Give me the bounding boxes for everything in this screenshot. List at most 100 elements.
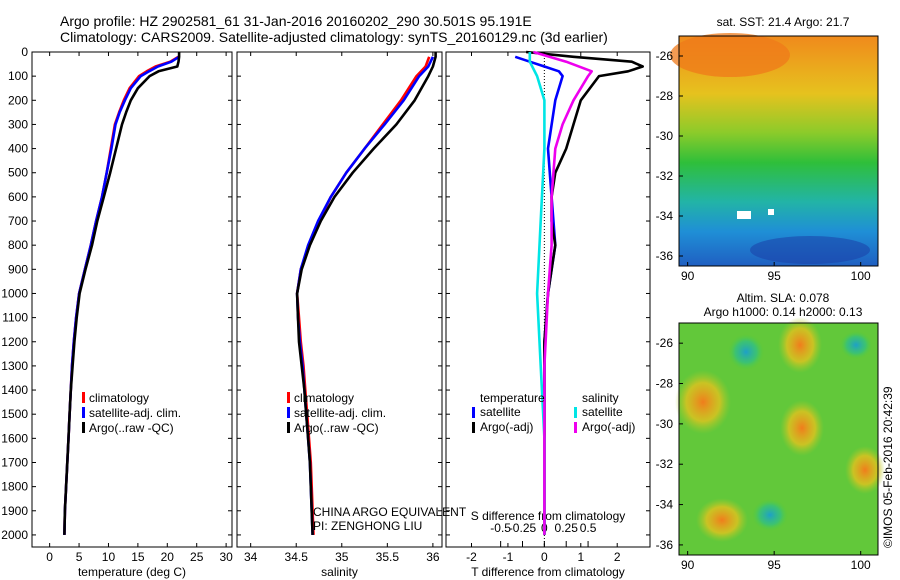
- map-y-tick-label: -30: [656, 129, 674, 143]
- map-x-tick-label: 100: [851, 558, 871, 572]
- map-x-tick-label: 90: [681, 558, 695, 572]
- depth-tick-label: 200: [8, 93, 28, 107]
- sst-cloud-mask: [768, 209, 774, 215]
- salinity-diff-tick-label: 0.5: [580, 521, 597, 535]
- figure-title-line1: Argo profile: HZ 2902581_61 31-Jan-2016 …: [60, 13, 532, 29]
- legend-label: climatology: [89, 391, 149, 405]
- sla-low-patch: [728, 334, 764, 370]
- legend-label: climatology: [294, 391, 354, 405]
- depth-tick-label: 1600: [1, 431, 28, 445]
- legend-label: satellite-adj. clim.: [294, 406, 386, 420]
- depth-tick-label: 700: [8, 214, 28, 228]
- depth-tick-label: 100: [8, 69, 28, 83]
- differences-x-tick-label: 2: [614, 550, 621, 564]
- legend-label: Argo(-adj): [480, 420, 533, 434]
- map-x-tick-label: 95: [767, 558, 781, 572]
- sst-cloud-mask: [737, 211, 751, 219]
- sla-high-patch: [778, 317, 822, 373]
- legend-label: satellite: [582, 405, 623, 419]
- depth-tick-label: 1000: [1, 286, 28, 300]
- institution-line2: PI: ZENGHONG LIU: [313, 519, 422, 533]
- legend-swatch: [82, 392, 85, 403]
- temperature-x-tick-label: 5: [76, 550, 83, 564]
- salinity-panel: 34 34.5 35 35.5 36 salinity climatologysatelli…: [236, 51, 443, 579]
- sla-high-patch: [696, 498, 748, 542]
- difference-panel: -2 -1 0 1 2T difference from climatology -0.5…: [445, 50, 651, 579]
- map-y-tick-label: -36: [656, 249, 674, 263]
- legend-swatch: [82, 407, 85, 418]
- sst-cold-patch: [750, 236, 870, 264]
- sla-map: Altim. SLA: 0.078 Argo h1000: 0.14 h2000…: [656, 291, 885, 572]
- differences-x-tick-label: -1: [503, 550, 514, 564]
- temperature-x-tick-label: 15: [131, 550, 145, 564]
- depth-tick-label: 1900: [1, 504, 28, 518]
- temperature-plot-area: [31, 51, 233, 548]
- sla-map-ticks: 90 95 100 -26 -28 -30 -32 -34 -36: [656, 336, 871, 572]
- temperature-x-axis-label: temperature (deg C): [78, 565, 186, 579]
- salinity-diff-tick-label: -0.5: [490, 521, 511, 535]
- map-x-tick-label: 90: [681, 269, 695, 283]
- legend-label: satellite-adj. clim.: [89, 406, 181, 420]
- legend-label: satellite: [480, 405, 521, 419]
- depth-tick-label: 400: [8, 142, 28, 156]
- map-y-tick-label: -26: [656, 336, 674, 350]
- depth-tick-label: 1700: [1, 455, 28, 469]
- map-y-tick-label: -32: [656, 169, 674, 183]
- sla-high-patch: [780, 400, 824, 456]
- differences-x-tick-label: 0: [541, 550, 548, 564]
- sla-high-patch: [675, 370, 731, 434]
- institution-line1: CHINA ARGO EQUIVALENT: [313, 505, 467, 519]
- legend-swatch: [82, 422, 85, 433]
- map-y-tick-label: -32: [656, 457, 674, 471]
- legend-swatch: [574, 422, 577, 433]
- sst-map: sat. SST: 21.4 Argo: 21.7 90 95 100 -26 -28 -…: [656, 15, 879, 283]
- legend-swatch: [472, 422, 475, 433]
- depth-tick-label: 500: [8, 166, 28, 180]
- temperature-x-tick-label: 30: [219, 550, 233, 564]
- depth-tick-label: 1400: [1, 383, 28, 397]
- sla-low-patch: [840, 331, 872, 359]
- temperature-x-tick-label: 20: [161, 550, 175, 564]
- map-y-tick-label: -34: [656, 498, 674, 512]
- depth-tick-label: 800: [8, 238, 28, 252]
- map-y-tick-label: -34: [656, 209, 674, 223]
- sla-high-patch: [845, 446, 885, 494]
- differences-series-satellite: [528, 52, 546, 535]
- map-y-tick-label: -28: [656, 377, 674, 391]
- temperature-panel: 0100200300400500600700800900100011001200…: [1, 45, 233, 579]
- legend-label: Argo(..raw -QC): [294, 421, 379, 435]
- differences-series-argoadj: [533, 50, 594, 535]
- depth-tick-label: 1100: [2, 311, 28, 325]
- sst-map-ticks: 90 95 100 -26 -28 -30 -32 -34 -36: [656, 49, 871, 283]
- temperature-x-tick-label: 0: [46, 550, 53, 564]
- legend-swatch: [287, 422, 290, 433]
- salinity-x-tick-label: 35.5: [376, 550, 400, 564]
- salinity-series-argorawqc: [295, 52, 437, 535]
- map-y-tick-label: -36: [656, 538, 674, 552]
- legend-group-title: temperature: [480, 391, 545, 405]
- differences-x-axis-label: T difference from climatology: [471, 565, 625, 579]
- sla-map-title-line1: Altim. SLA: 0.078: [737, 291, 830, 305]
- depth-tick-label: 1800: [1, 480, 28, 494]
- map-y-tick-label: -26: [656, 49, 674, 63]
- depth-tick-label: 2000: [1, 528, 28, 542]
- sst-warm-patch: [670, 33, 790, 77]
- legend-swatch: [287, 407, 290, 418]
- sla-low-patch: [752, 499, 788, 531]
- depth-tick-label: 1300: [1, 359, 28, 373]
- salinity-x-axis-label: salinity: [321, 565, 358, 579]
- salinity-plot-area: [236, 51, 443, 548]
- salinity-diff-tick-label: -0.25: [509, 521, 537, 535]
- legend-swatch: [472, 407, 475, 418]
- depth-tick-label: 1200: [1, 335, 28, 349]
- legend-label: Argo(-adj): [582, 420, 635, 434]
- legend-group-title: salinity: [582, 391, 619, 405]
- legend-swatch: [287, 392, 290, 403]
- differences-x-tick-label: 1: [577, 550, 584, 564]
- legend-label: Argo(..raw -QC): [89, 421, 174, 435]
- salinity-x-tick-label: 34.5: [285, 550, 309, 564]
- temperature-series-argorawqc: [63, 52, 181, 535]
- temperature-x-tick-label: 10: [102, 550, 116, 564]
- map-x-tick-label: 95: [767, 269, 781, 283]
- salinity-x-tick-label: 34: [244, 550, 258, 564]
